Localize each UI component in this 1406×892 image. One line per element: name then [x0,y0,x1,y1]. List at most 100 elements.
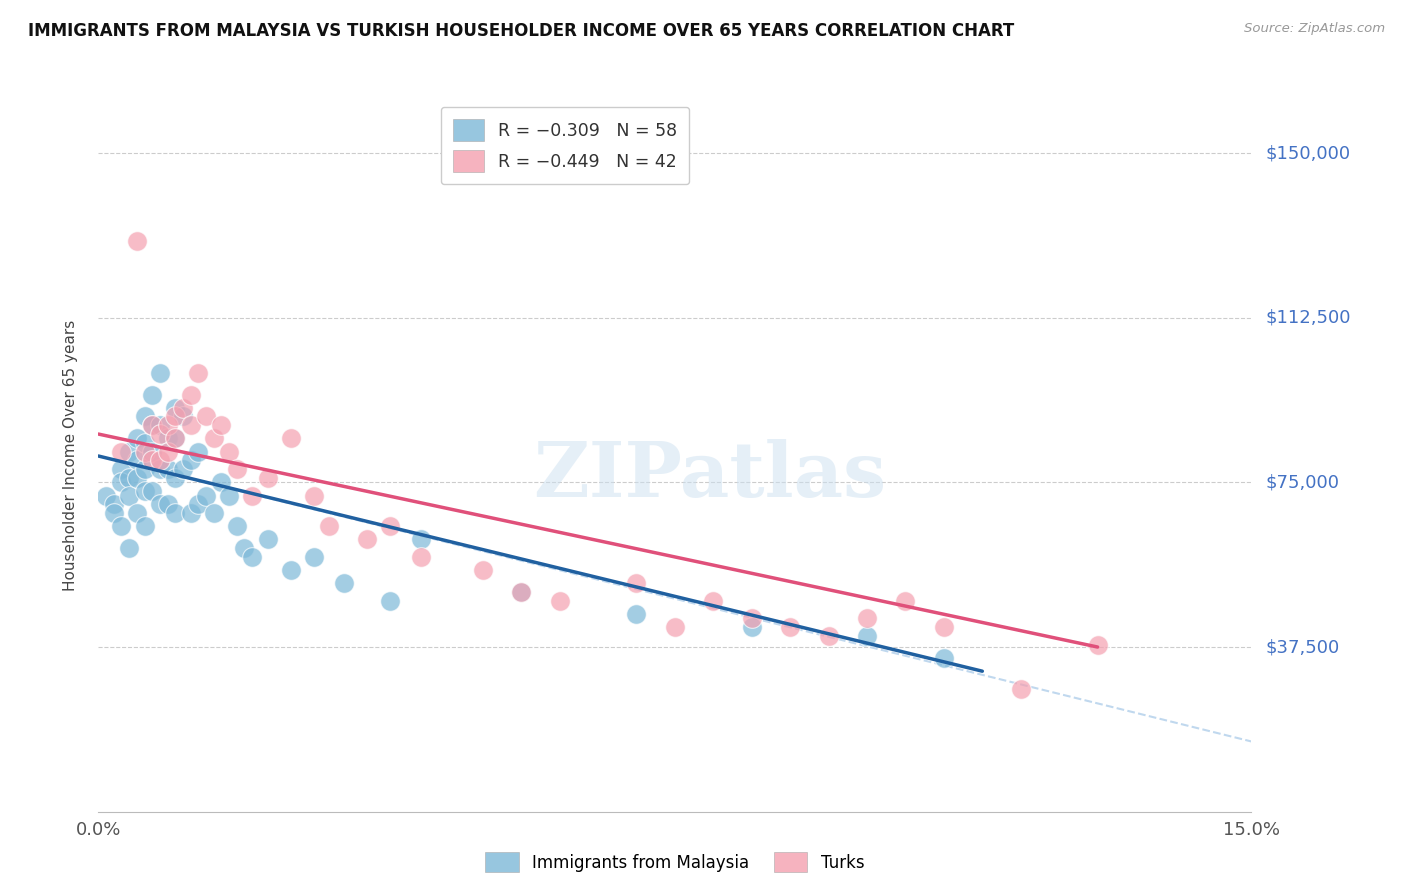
Point [110,444,132,458]
Point [110,519,132,533]
Point [165,432,187,446]
Legend: Immigrants from Malaysia, Turks: Immigrants from Malaysia, Turks [478,846,872,879]
Point [141,453,163,467]
Point [149,366,172,380]
Point [125,506,148,520]
Point [1010,681,1032,696]
Point [165,409,187,424]
Point [180,387,202,401]
Point [1087,638,1109,652]
Point [218,489,240,503]
Point [195,409,218,424]
Point [510,585,533,599]
Point [180,418,202,433]
Point [202,432,225,446]
Point [471,563,494,577]
Point [256,533,278,547]
Point [318,519,340,533]
Point [134,462,156,476]
Point [817,629,839,643]
Point [141,418,163,433]
Point [932,620,955,634]
Point [195,489,218,503]
Point [702,594,724,608]
Point [225,519,247,533]
Text: $112,500: $112,500 [1265,309,1351,326]
Point [134,519,156,533]
Point [664,620,686,634]
Point [411,549,433,564]
Text: Source: ZipAtlas.com: Source: ZipAtlas.com [1244,22,1385,36]
Point [134,444,156,458]
Point [741,620,763,634]
Point [187,444,209,458]
Point [165,506,187,520]
Point [118,444,141,458]
Point [626,607,648,621]
Point [149,427,172,442]
Point [280,563,302,577]
Point [510,585,533,599]
Point [110,475,132,490]
Point [187,366,209,380]
Point [134,435,156,450]
Point [118,471,141,485]
Point [141,387,163,401]
Point [156,432,179,446]
Text: ZIPatlas: ZIPatlas [533,440,886,513]
Point [218,444,240,458]
Point [626,576,648,591]
Point [141,444,163,458]
Point [134,484,156,499]
Point [280,432,302,446]
Point [932,651,955,665]
Point [141,484,163,499]
Point [125,453,148,467]
Point [125,471,148,485]
Point [125,234,148,248]
Point [333,576,356,591]
Point [380,594,402,608]
Point [302,549,325,564]
Point [856,629,879,643]
Point [118,541,141,556]
Point [356,533,378,547]
Text: $150,000: $150,000 [1265,144,1350,162]
Y-axis label: Householder Income Over 65 years: Householder Income Over 65 years [63,319,77,591]
Point [240,549,263,564]
Text: $37,500: $37,500 [1265,638,1340,656]
Point [411,533,433,547]
Point [202,506,225,520]
Point [156,497,179,511]
Point [110,462,132,476]
Point [779,620,801,634]
Text: IMMIGRANTS FROM MALAYSIA VS TURKISH HOUSEHOLDER INCOME OVER 65 YEARS CORRELATION: IMMIGRANTS FROM MALAYSIA VS TURKISH HOUS… [28,22,1014,40]
Point [149,418,172,433]
Point [149,462,172,476]
Text: $75,000: $75,000 [1265,474,1340,491]
Point [172,409,194,424]
Point [548,594,571,608]
Point [172,462,194,476]
Point [165,432,187,446]
Point [125,432,148,446]
Point [94,489,117,503]
Point [149,497,172,511]
Point [302,489,325,503]
Point [240,489,263,503]
Point [225,462,247,476]
Point [256,471,278,485]
Point [209,418,232,433]
Point [149,453,172,467]
Point [894,594,917,608]
Point [165,471,187,485]
Point [165,401,187,415]
Point [180,453,202,467]
Point [180,506,202,520]
Point [741,611,763,625]
Point [172,401,194,415]
Point [156,462,179,476]
Point [209,475,232,490]
Point [134,409,156,424]
Point [856,611,879,625]
